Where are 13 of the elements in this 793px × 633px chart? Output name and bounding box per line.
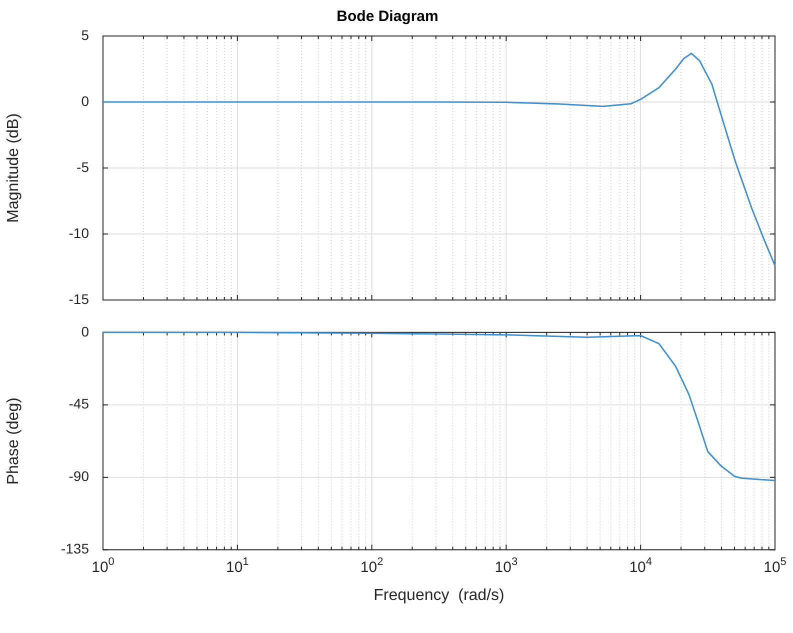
- x-axis-title: Frequency (rad/s): [374, 586, 504, 604]
- y-tick-label: -10: [68, 224, 90, 241]
- y-axis-title: Phase (deg): [5, 398, 22, 485]
- y-tick-label: -15: [68, 290, 90, 307]
- y-tick-label: -135: [60, 540, 90, 557]
- y-tick-label: 0: [81, 92, 90, 109]
- y-tick-label: -90: [68, 468, 90, 484]
- chart-title: Bode Diagram: [336, 8, 438, 26]
- y-axis-title: Magnitude (dB): [5, 113, 22, 223]
- y-tick-label: -5: [76, 158, 90, 175]
- y-tick-label: -45: [68, 396, 90, 412]
- y-tick-label: 5: [81, 26, 90, 43]
- y-tick-label: 0: [81, 323, 90, 340]
